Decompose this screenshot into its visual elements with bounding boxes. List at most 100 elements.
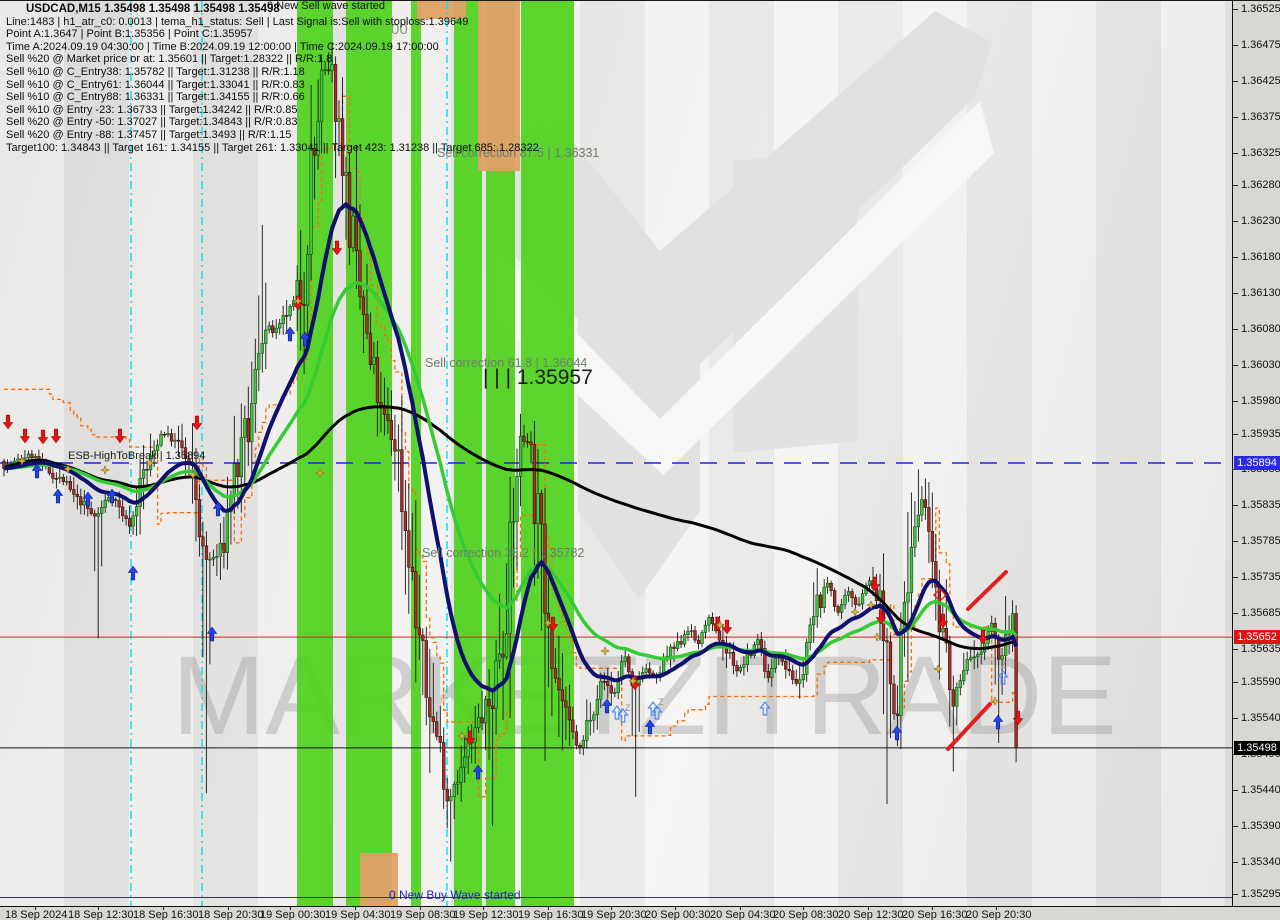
info-line: Sell %10 @ Entry -23: 1.36733 || Target:… xyxy=(6,103,298,116)
time-tick-mark xyxy=(420,907,421,910)
price-tick-label: 1.35340 xyxy=(1233,856,1280,868)
time-tick-label: 19 Sep 16:30 xyxy=(518,909,584,920)
price-tick-label: 1.35980 xyxy=(1233,395,1280,407)
time-tick-mark xyxy=(740,907,741,910)
ma-higher-tf xyxy=(3,405,1017,651)
sell-arrow-markers xyxy=(2,240,1024,746)
time-tick-mark xyxy=(35,907,36,910)
info-line: Sell %20 @ Entry -88: 1.37457 || Target:… xyxy=(6,128,292,141)
time-tick-label: 19 Sep 00:30 xyxy=(260,909,326,920)
horizontal-levels[interactable] xyxy=(0,462,1232,898)
hollow-buy-arrow-icon xyxy=(759,701,771,716)
time-tick-mark xyxy=(611,907,612,910)
sell-arrow-icon xyxy=(331,240,343,256)
price-axis[interactable]: 1.36525 1.36475 1.36425 1.36375 1.36325 1.362… xyxy=(1232,1,1280,906)
price-tick-label: 1.35735 xyxy=(1233,571,1280,583)
sell-arrow-icon xyxy=(464,730,476,746)
info-line: Sell %20 @ Entry -50: 1.37027 || Target:… xyxy=(6,116,298,129)
time-tick-label: 20 Sep 04:30 xyxy=(710,909,776,920)
atr-trailing-stop xyxy=(4,95,1017,798)
zone-z-labels: Z Z Z Z xyxy=(218,549,1007,713)
buy-arrow-icon xyxy=(992,714,1004,730)
price-chart[interactable]: Z Z Z Z xyxy=(0,1,1232,906)
star-icon xyxy=(543,618,553,628)
sell-arrow-icon xyxy=(2,414,14,430)
info-line: USDCAD,M15 1.35498 1.35498 1.35498 1.354… xyxy=(26,3,280,15)
time-tick-label: 19 Sep 08:30 xyxy=(390,909,456,920)
sell-arrow-icon xyxy=(114,428,126,444)
star-icon xyxy=(990,696,1000,706)
price-tick-label: 1.36325 xyxy=(1233,147,1280,159)
star-icon xyxy=(293,296,303,306)
trend-line[interactable] xyxy=(946,702,992,751)
hollow-buy-arrow-icon xyxy=(617,708,629,723)
buy-arrow-icon xyxy=(472,764,484,780)
price-tick-label: 1.35440 xyxy=(1233,784,1280,796)
sell-arrow-icon xyxy=(875,609,887,625)
buy-arrow-icon xyxy=(601,698,613,714)
price-tick-label: 1.36525 xyxy=(1233,3,1280,15)
price-tick-label: 1.35935 xyxy=(1233,428,1280,440)
price-tick-label: 1.36425 xyxy=(1233,75,1280,87)
vertical-time-lines xyxy=(130,1,448,906)
time-tick-label: 19 Sep 12:30 xyxy=(453,909,519,920)
time-tick-label: 18 Sep 16:30 xyxy=(133,909,199,920)
time-tick-mark xyxy=(548,907,549,910)
price-level-badge: 1.35894 xyxy=(1234,456,1280,470)
info-line: Point A:1.3647 | Point B:1.35356 | Point… xyxy=(6,28,253,41)
time-tick-mark xyxy=(675,907,676,910)
time-tick-label: 20 Sep 16:30 xyxy=(902,909,968,920)
price-level-badge: 1.35652 xyxy=(1234,630,1280,644)
time-tick-label: 20 Sep 08:30 xyxy=(773,909,839,920)
buy-arrow-icon xyxy=(106,488,118,504)
price-tick-label: 1.35295 xyxy=(1233,888,1280,900)
hollow-buy-arrow-markers xyxy=(611,670,1009,723)
buy-arrow-icon xyxy=(284,326,296,342)
sell-arrow-icon xyxy=(1012,710,1024,726)
star-icon xyxy=(17,456,27,466)
price-tick-label: 1.35835 xyxy=(1233,499,1280,511)
star-icon xyxy=(715,620,725,630)
time-tick-label: 20 Sep 00:30 xyxy=(645,909,711,920)
star-icon xyxy=(850,607,860,617)
star-icon xyxy=(866,600,876,610)
time-tick-mark xyxy=(290,907,291,910)
time-tick-mark xyxy=(483,907,484,910)
star-icon xyxy=(63,464,73,474)
time-tick-mark xyxy=(996,907,997,910)
price-level-badge: 1.35498 xyxy=(1234,741,1280,755)
time-axis[interactable]: 18 Sep 2024 18 Sep 12:30 18 Sep 16:30 18 Se… xyxy=(0,906,1280,920)
buy-arrow-icon xyxy=(127,565,139,581)
time-tick-label: 18 Sep 2024 xyxy=(5,909,68,920)
info-line: Line:1483 | h1_atr_c0: 0.0013 | tema_h1_… xyxy=(6,15,469,28)
sell-arrow-icon xyxy=(977,629,989,645)
time-tick-mark xyxy=(163,907,164,910)
price-tick-label: 1.35590 xyxy=(1233,676,1280,688)
price-tick-label: 1.36080 xyxy=(1233,323,1280,335)
time-tick-mark xyxy=(228,907,229,910)
trend-line[interactable] xyxy=(966,570,1008,611)
time-tick-label: 20 Sep 20:30 xyxy=(966,909,1032,920)
sell-arrow-icon xyxy=(50,428,62,444)
star-icon xyxy=(933,664,943,674)
info-line: Time A:2024.09.19 04:30:00 | Time B:2024… xyxy=(6,40,439,53)
sell-arrow-icon xyxy=(937,613,949,629)
marketzi-m-logo xyxy=(497,11,994,599)
buy-arrow-icon xyxy=(206,626,218,642)
hollow-buy-arrow-icon xyxy=(611,705,623,720)
sell-arrow-icon xyxy=(869,576,881,592)
price-tick-label: 1.35635 xyxy=(1233,643,1280,655)
info-line: Target100: 1.34843 || Target 161: 1.3415… xyxy=(6,141,539,154)
star-icon xyxy=(600,646,610,656)
time-tick-mark xyxy=(868,907,869,910)
buy-arrow-icon xyxy=(644,719,656,735)
price-tick-label: 1.36280 xyxy=(1233,179,1280,191)
sell-arrow-icon xyxy=(37,429,49,445)
svg-text:Z: Z xyxy=(1001,660,1007,670)
svg-text:Z: Z xyxy=(625,703,631,713)
signal-info-panel: USDCAD,M15 1.35498 1.35498 1.35498 1.354… xyxy=(6,3,539,154)
time-tick-label: 19 Sep 20:30 xyxy=(581,909,647,920)
price-tick-label: 1.35785 xyxy=(1233,535,1280,547)
info-line: Sell %10 @ C_Entry61: 1.36044 || Target:… xyxy=(6,78,305,91)
